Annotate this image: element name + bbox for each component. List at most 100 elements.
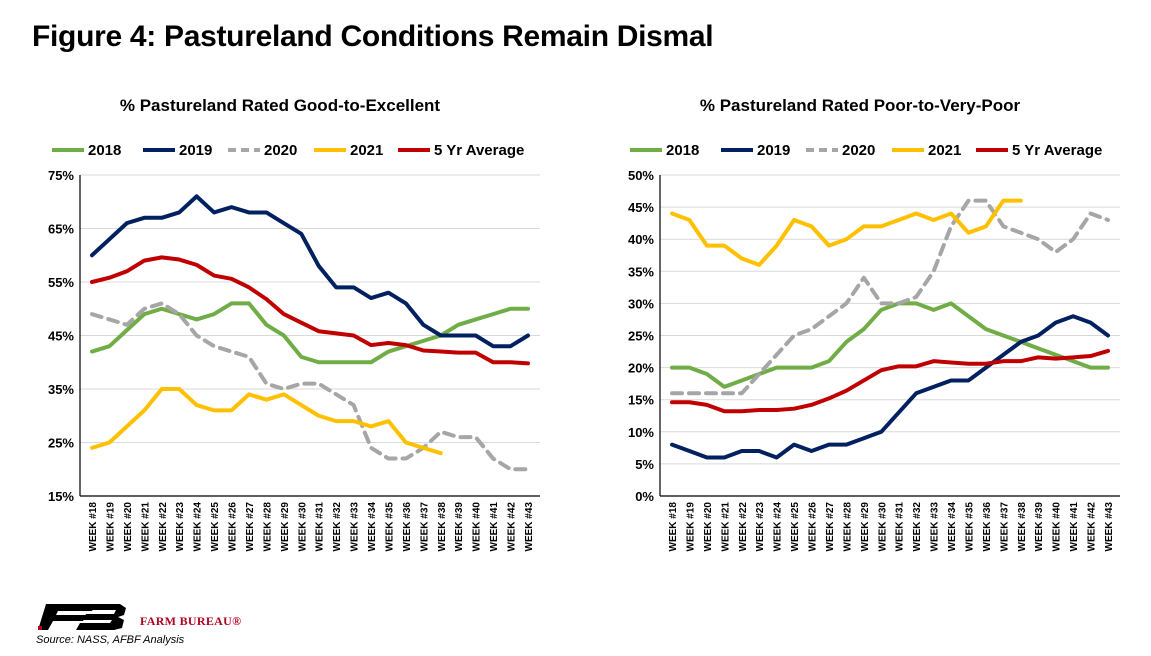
- legend-label-2018: 2018: [88, 142, 121, 159]
- x-tick-label: WEEK #43: [524, 502, 535, 552]
- y-tick-label: 20%: [628, 361, 654, 376]
- x-tick-label: WEEK #18: [88, 502, 99, 552]
- x-tick-label: WEEK #26: [808, 502, 819, 552]
- y-tick-label: 75%: [48, 168, 74, 183]
- x-tick-label: WEEK #39: [1034, 502, 1045, 552]
- x-tick-label: WEEK #42: [1087, 502, 1098, 552]
- x-tick-label: WEEK #34: [367, 502, 378, 552]
- x-tick-label: WEEK #35: [384, 502, 395, 552]
- legend-label-2021: 2021: [928, 142, 961, 159]
- series-line-2018: [90, 301, 530, 365]
- y-tick-label: 45%: [48, 329, 74, 344]
- x-tick-label: WEEK #37: [419, 502, 430, 552]
- x-tick-label: WEEK #36: [402, 502, 413, 552]
- x-tick-label: WEEK #33: [930, 502, 941, 552]
- y-tick-label: 65%: [48, 222, 74, 237]
- y-tick-label: 10%: [628, 425, 654, 440]
- x-tick-label: WEEK #25: [790, 502, 801, 552]
- x-tick-label: WEEK #38: [437, 502, 448, 552]
- x-tick-label: WEEK #33: [350, 502, 361, 552]
- x-tick-label: WEEK #42: [507, 502, 518, 552]
- series-line-2019: [670, 314, 1110, 460]
- x-tick-label: WEEK #26: [228, 502, 239, 552]
- x-tick-label: WEEK #32: [332, 502, 343, 552]
- y-tick-label: 50%: [628, 168, 654, 183]
- x-tick-label: WEEK #27: [825, 502, 836, 552]
- series-line-2019: [90, 194, 530, 349]
- x-tick-label: WEEK #34: [947, 502, 958, 552]
- chart-good-to-excellent: % Pastureland Rated Good-to-Excellent 201…: [10, 80, 570, 580]
- x-tick-label: WEEK #30: [877, 502, 888, 552]
- chart-poor-to-very-poor: % Pastureland Rated Poor-to-Very-Poor 201…: [590, 80, 1150, 580]
- x-tick-label: WEEK #29: [280, 502, 291, 552]
- y-tick-label: 35%: [628, 264, 654, 279]
- x-tick-label: WEEK #21: [720, 502, 731, 552]
- series-line-2020: [90, 301, 530, 472]
- x-tick-label: WEEK #25: [210, 502, 221, 552]
- farm-bureau-logo-icon: [38, 604, 126, 630]
- x-tick-label: WEEK #38: [1017, 502, 1028, 552]
- chart-title: % Pastureland Rated Good-to-Excellent: [120, 96, 441, 115]
- x-tick-label: WEEK #24: [193, 502, 204, 552]
- x-tick-label: WEEK #32: [912, 502, 923, 552]
- source-note: Source: NASS, AFBF Analysis: [36, 634, 185, 646]
- x-tick-label: WEEK #20: [123, 502, 134, 552]
- series-line-5-yr-average: [90, 255, 530, 366]
- y-tick-label: 55%: [48, 275, 74, 290]
- x-tick-label: WEEK #23: [755, 502, 766, 552]
- x-tick-label: WEEK #36: [982, 502, 993, 552]
- series-line-2018: [670, 301, 1110, 389]
- series-line-2020: [670, 198, 1110, 396]
- y-tick-label: 45%: [628, 200, 654, 215]
- x-tick-label: WEEK #41: [1069, 502, 1080, 552]
- x-tick-label: WEEK #20: [703, 502, 714, 552]
- x-tick-label: WEEK #41: [489, 502, 500, 552]
- x-tick-label: WEEK #19: [685, 502, 696, 552]
- x-tick-label: WEEK #35: [964, 502, 975, 552]
- legend-label-5-yr-average: 5 Yr Average: [1012, 142, 1102, 159]
- legend-label-2020: 2020: [842, 142, 875, 159]
- y-tick-label: 35%: [48, 382, 74, 397]
- y-tick-label: 40%: [628, 232, 654, 247]
- x-tick-label: WEEK #21: [140, 502, 151, 552]
- legend-label-5-yr-average: 5 Yr Average: [434, 142, 524, 159]
- x-tick-label: WEEK #39: [454, 502, 465, 552]
- series-line-2021: [670, 198, 1023, 267]
- x-tick-label: WEEK #40: [472, 502, 483, 552]
- legend-label-2018: 2018: [666, 142, 699, 159]
- chart-title: % Pastureland Rated Poor-to-Very-Poor: [700, 96, 1021, 115]
- series-line-2021: [90, 387, 443, 456]
- y-tick-label: 5%: [635, 457, 654, 472]
- y-tick-label: 25%: [628, 329, 654, 344]
- x-tick-label: WEEK #23: [175, 502, 186, 552]
- x-tick-label: WEEK #27: [245, 502, 256, 552]
- y-tick-label: 0%: [635, 489, 654, 504]
- x-tick-label: WEEK #31: [315, 502, 326, 552]
- y-tick-label: 30%: [628, 296, 654, 311]
- x-tick-label: WEEK #30: [297, 502, 308, 552]
- x-tick-label: WEEK #29: [860, 502, 871, 552]
- x-tick-label: WEEK #43: [1104, 502, 1115, 552]
- x-tick-label: WEEK #37: [999, 502, 1010, 552]
- x-tick-label: WEEK #31: [895, 502, 906, 552]
- legend-label-2019: 2019: [179, 142, 212, 159]
- x-tick-label: WEEK #28: [262, 502, 273, 552]
- y-tick-label: 25%: [48, 436, 74, 451]
- x-tick-label: WEEK #40: [1052, 502, 1063, 552]
- x-tick-label: WEEK #19: [105, 502, 116, 552]
- legend-label-2021: 2021: [350, 142, 383, 159]
- brand-name: FARM BUREAU®: [140, 614, 242, 628]
- y-tick-label: 15%: [628, 393, 654, 408]
- chart-svg-good-to-excellent: % Pastureland Rated Good-to-Excellent 201…: [48, 96, 540, 552]
- x-tick-label: WEEK #22: [738, 502, 749, 552]
- x-tick-label: WEEK #28: [842, 502, 853, 552]
- legend-label-2020: 2020: [264, 142, 297, 159]
- figure-title: Figure 4: Pastureland Conditions Remain …: [32, 20, 714, 53]
- x-tick-label: WEEK #22: [158, 502, 169, 552]
- x-tick-label: WEEK #18: [668, 502, 679, 552]
- legend-label-2019: 2019: [757, 142, 790, 159]
- y-tick-label: 15%: [48, 489, 74, 504]
- series-line-5-yr-average: [670, 348, 1110, 414]
- chart-svg-poor-to-very-poor: % Pastureland Rated Poor-to-Very-Poor 201…: [628, 96, 1120, 552]
- x-tick-label: WEEK #24: [773, 502, 784, 552]
